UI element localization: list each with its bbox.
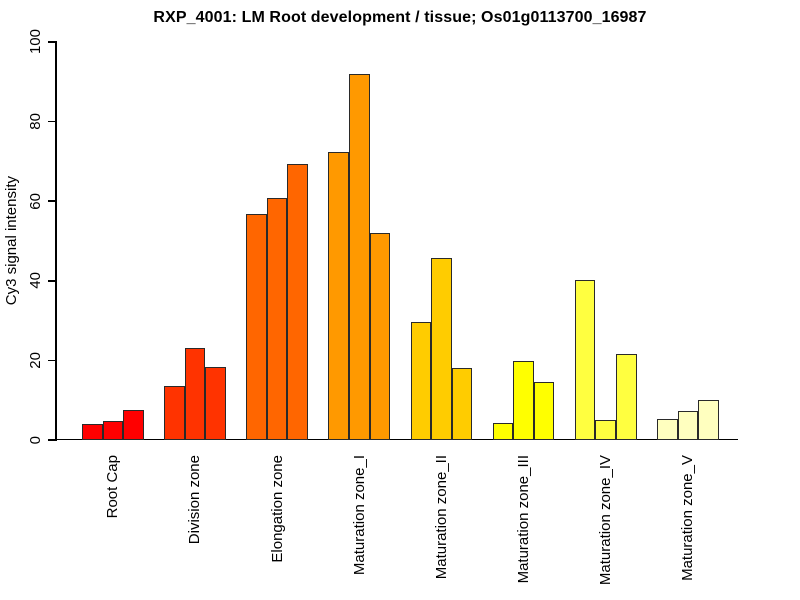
y-axis-title-text: Cy3 signal intensity [2,176,20,306]
x-category-label: Maturation zone_I [351,455,368,575]
bar [102,421,124,441]
bar [410,322,432,441]
bar [348,74,370,441]
x-category-label: Maturation zone_IV [597,455,614,585]
bar [492,422,514,441]
bar [266,198,288,441]
y-tick-label: 100 [26,12,44,72]
bar [328,152,349,441]
y-tick-mark [47,439,56,441]
x-category-label-text: Maturation zone_I [350,455,368,576]
bar [533,382,555,441]
x-category-label: Elongation zone [269,455,286,563]
y-tick-label-text: 20 [26,352,44,369]
bar [82,424,103,441]
x-category-label-text: Maturation zone_III [515,455,533,584]
y-tick-label: 60 [26,171,44,231]
bar [246,213,267,441]
x-category-label-text: Elongation zone [268,455,286,563]
bar [205,366,226,441]
bar [431,258,452,441]
bar [698,399,719,441]
y-tick-label-text: 60 [26,192,44,210]
y-tick-label-text: 40 [26,272,44,290]
bar [184,347,206,441]
x-category-label-text: Maturation zone_IV [597,455,615,586]
y-axis-line [55,41,57,441]
bar [287,163,308,441]
y-tick-mark [47,120,56,123]
bar [451,367,473,441]
y-tick-label: 0 [26,410,44,470]
bar [574,279,596,441]
y-tick-label-text: 0 [26,435,44,445]
y-tick-mark [47,200,56,202]
x-category-label-text: Maturation zone_V [679,455,697,581]
y-tick-label: 40 [26,251,44,311]
x-category-label: Maturation zone_II [433,455,450,579]
x-axis-line [57,438,738,441]
bar [123,410,144,441]
y-tick-label-text: 80 [26,113,44,130]
y-tick-label: 20 [26,330,44,390]
x-category-label: Maturation zone_III [515,455,532,583]
y-tick-label: 80 [26,92,44,152]
y-tick-mark [47,41,56,43]
bar [615,353,637,441]
x-category-label-text: Division zone [186,455,204,545]
x-category-label-text: Root Cap [104,455,122,519]
y-tick-mark [47,280,56,282]
bar [677,410,699,441]
chart-title: RXP_4001: LM Root development / tissue; … [153,9,647,26]
x-category-label: Root Cap [104,455,121,518]
y-axis-title: Cy3 signal intensity [2,141,20,341]
bar [513,361,534,441]
x-category-label-text: Maturation zone_II [432,455,450,580]
x-category-label: Maturation zone_V [679,455,696,581]
bar [656,418,678,441]
bar [369,233,391,441]
x-category-label: Division zone [186,455,203,544]
y-tick-label-text: 100 [26,29,44,55]
y-tick-mark [47,359,56,362]
bar [595,419,616,441]
bar [164,385,185,441]
